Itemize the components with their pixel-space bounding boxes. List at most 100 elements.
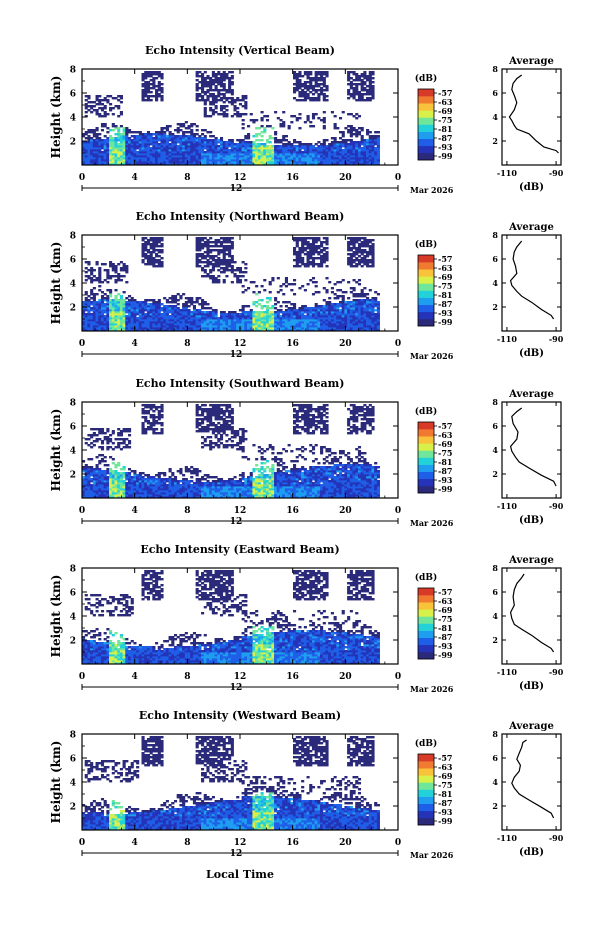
echo-cell (101, 263, 104, 265)
echo-cell (255, 119, 258, 121)
echo-cell (212, 275, 215, 277)
echo-cell (350, 139, 353, 141)
echo-cell (263, 311, 266, 313)
echo-cell (201, 137, 204, 139)
echo-cell (112, 113, 115, 115)
y-tick-label: 2 (70, 304, 76, 314)
echo-cell (358, 283, 361, 285)
echo-cell (296, 141, 299, 143)
echo-cell (155, 237, 158, 239)
echo-cell (112, 97, 115, 99)
month-label: Mar 2026 (410, 351, 454, 361)
echo-cell (328, 301, 331, 303)
echo-cell (353, 83, 356, 85)
echo-cell (320, 305, 323, 307)
echo-cell (114, 279, 117, 281)
echo-cell (274, 311, 277, 313)
echo-cell (98, 289, 101, 291)
echo-cell (98, 99, 101, 101)
echo-cell (109, 95, 112, 97)
echo-cell (277, 277, 280, 279)
echo-cell (363, 299, 366, 301)
echo-cell (355, 141, 358, 143)
echo-cell (150, 243, 153, 245)
echo-cell (215, 105, 218, 107)
echo-cell (158, 245, 161, 247)
echo-cell (334, 293, 337, 295)
echo-cell (315, 303, 318, 305)
echo-cell (90, 466, 93, 468)
echo-cell (120, 133, 123, 135)
echo-cell (188, 131, 191, 133)
panel-title: Echo Intensity (Northward Beam) (136, 210, 345, 223)
echo-cell (204, 91, 207, 93)
echo-cell (87, 95, 90, 97)
echo-cell (144, 253, 147, 255)
echo-cell (104, 315, 107, 317)
echo-cell (166, 135, 169, 137)
y-axis-label: Height (km) (49, 242, 63, 325)
echo-cell (371, 297, 374, 299)
echo-cell (198, 99, 201, 101)
echo-cell (285, 309, 288, 311)
echo-cell (228, 245, 231, 247)
echo-cell (114, 289, 117, 291)
echo-cell (315, 97, 318, 99)
echo-cell (169, 143, 172, 145)
echo-cell (136, 317, 139, 319)
echo-cell (331, 111, 334, 113)
echo-cell (98, 438, 101, 440)
echo-cell (350, 113, 353, 115)
echo-cell (204, 251, 207, 253)
colorbar-unit: (dB) (415, 73, 437, 84)
echo-cell (147, 239, 150, 241)
colorbar-swatch (418, 255, 434, 262)
echo-cell (323, 89, 326, 91)
echo-cell (104, 460, 107, 462)
echo-cell (336, 303, 339, 305)
echo-cell (150, 87, 153, 89)
echo-cell (225, 237, 228, 239)
echo-cell (215, 277, 218, 279)
echo-cell (290, 289, 293, 291)
echo-cell (277, 309, 280, 311)
echo-cell (307, 81, 310, 83)
echo-cell (155, 259, 158, 261)
echo-cell (123, 299, 126, 301)
echo-cell (252, 119, 255, 121)
echo-cell (209, 275, 212, 277)
echo-cell (328, 281, 331, 283)
echo-cell (114, 137, 117, 139)
echo-cell (128, 299, 131, 301)
echo-cell (209, 249, 212, 251)
echo-cell (90, 267, 93, 269)
echo-cell (315, 237, 318, 239)
echo-cell (93, 275, 96, 277)
echo-cell (212, 93, 215, 95)
echo-cell (155, 85, 158, 87)
echo-cell (87, 444, 90, 446)
echo-cell (209, 107, 212, 109)
echo-cell (112, 137, 115, 139)
echo-cell (350, 81, 353, 83)
echo-cell (217, 317, 220, 319)
echo-cell (355, 281, 358, 283)
echo-cell (201, 243, 204, 245)
echo-cell (112, 107, 115, 109)
echo-cell (374, 291, 377, 293)
echo-cell (188, 135, 191, 137)
echo-cell (101, 115, 104, 117)
echo-cell (317, 117, 320, 119)
colorbar-tick-label: -99 (438, 317, 453, 327)
echo-cell (90, 307, 93, 309)
average-title: Average (508, 56, 554, 67)
y-axis-label: Height (km) (49, 76, 63, 159)
echo-cell (285, 135, 288, 137)
echo-cell (355, 257, 358, 259)
echo-cell (93, 440, 96, 442)
echo-cell (209, 93, 212, 95)
echo-cell (93, 468, 96, 470)
echo-cell (258, 127, 261, 129)
echo-cell (139, 301, 142, 303)
echo-cell (342, 295, 345, 297)
